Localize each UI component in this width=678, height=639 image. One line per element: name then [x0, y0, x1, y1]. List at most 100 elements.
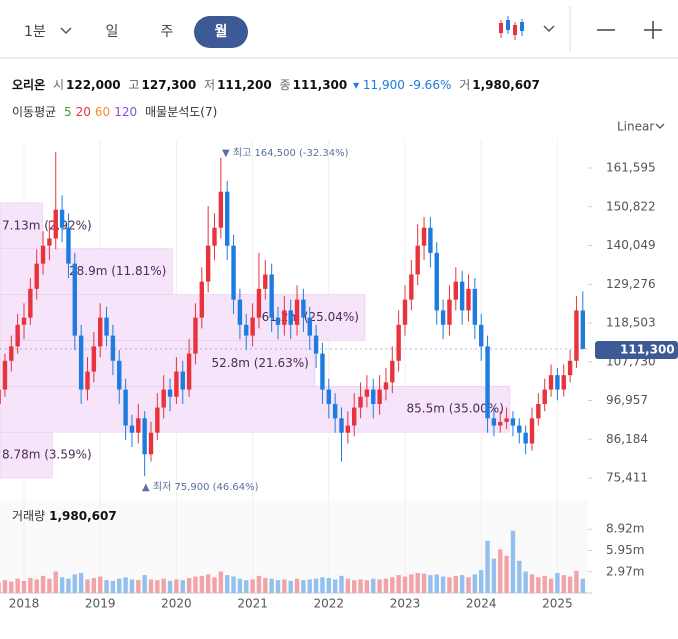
volume-bar	[256, 575, 262, 593]
candle-body	[231, 245, 236, 300]
volume-profile-label: 7.13m (2.92%)	[2, 218, 92, 232]
candle-body	[91, 346, 97, 372]
volume-bar	[167, 580, 173, 593]
candle-body	[415, 245, 420, 275]
active-tab[interactable]: 월	[215, 23, 228, 40]
y-tick-label: 86,184	[606, 432, 648, 446]
value: 1,980,607	[472, 78, 540, 92]
x-tick-label: 2018	[9, 597, 40, 611]
volume-bar	[186, 577, 192, 593]
volume-bar	[180, 580, 185, 593]
candle-body	[21, 317, 27, 325]
indicator-legend[interactable]: 이동평균 5 20 60 120 매물분석도(7)	[12, 105, 217, 119]
volume-bar	[567, 576, 573, 593]
volume-bar	[85, 579, 90, 593]
chevron[interactable]	[655, 123, 665, 129]
candle-body	[136, 418, 141, 433]
label: 종	[280, 78, 291, 92]
candle-body	[459, 281, 465, 311]
volume-bar	[282, 579, 287, 593]
y-tick-label: 8.92m	[606, 522, 644, 536]
candle-body	[256, 288, 262, 318]
volume-bar	[288, 580, 293, 593]
candle-body	[225, 191, 230, 246]
volume-bar	[485, 540, 490, 593]
volume-bar	[358, 579, 363, 593]
volume-bar	[504, 555, 509, 593]
volume-bar	[91, 577, 97, 593]
volume-bar	[301, 580, 306, 593]
candle-body	[117, 360, 122, 390]
volume-bar	[161, 578, 166, 593]
volume-bar	[428, 575, 433, 593]
candle-body	[167, 389, 173, 397]
label: 거래량	[12, 509, 45, 523]
change: ▾ 11,900	[353, 78, 405, 92]
volume-bar	[0, 582, 1, 593]
tab[interactable]: 1분	[24, 24, 46, 40]
volume-bar	[21, 580, 27, 593]
candle-body	[428, 227, 433, 253]
candle-body	[383, 382, 389, 390]
tab[interactable]: 주	[161, 24, 174, 40]
candle-body	[174, 371, 179, 397]
volume-bar	[390, 577, 395, 593]
volume-bar	[421, 573, 427, 593]
volume-bar	[72, 574, 77, 593]
volume-bar	[40, 575, 46, 593]
last-price: 111,300	[620, 343, 675, 357]
tab[interactable]: 일	[106, 24, 119, 40]
ma-period: 5	[64, 105, 72, 119]
low-annotation: ▲ 최저 75,900 (46.64%)	[142, 481, 259, 493]
volume-bar	[155, 580, 160, 593]
candle-body	[364, 389, 370, 397]
y-tick-label: 129,276	[606, 277, 656, 291]
volume-bar	[47, 578, 52, 593]
candle-body	[294, 299, 300, 325]
y-tick-label: 118,503	[606, 316, 656, 330]
y-tick-label: 5.95m	[606, 543, 644, 557]
candle-body	[510, 418, 516, 426]
x-tick-label: 2025	[542, 597, 573, 611]
high-annotation: ▼ 최고 164,500 (-32.34%)	[222, 147, 349, 159]
candle-body	[85, 371, 90, 390]
candle-body	[326, 389, 331, 404]
volume-bar	[174, 579, 179, 593]
volume-bar	[580, 578, 585, 593]
volume-bar	[148, 579, 154, 593]
volume-profile-label: 8.78m (3.59%)	[2, 448, 92, 462]
zoom-in[interactable]	[644, 21, 662, 39]
candle-body	[453, 281, 458, 300]
volume-bar	[53, 571, 58, 593]
candle-body	[40, 245, 46, 264]
stock-info: 오리온 시 122,000 고 127,300 저 111,200 종 111,300 …	[12, 77, 540, 92]
value: 122,000	[66, 78, 121, 92]
candle-body	[161, 389, 166, 408]
toolbar	[0, 0, 678, 58]
volume-bar	[415, 572, 420, 593]
candle-body	[307, 317, 312, 336]
candle-body	[555, 375, 560, 390]
chevron[interactable]	[60, 27, 72, 35]
volume-title: 거래량 1,980,607	[12, 509, 117, 523]
value: 1,980,607	[49, 509, 117, 523]
active-tab-pill[interactable]	[194, 16, 248, 48]
label: 저	[204, 78, 215, 92]
scale-mode[interactable]: Linear	[617, 120, 654, 134]
volume-bar	[529, 574, 535, 593]
y-tick-label: 150,822	[606, 199, 656, 213]
candle-body	[72, 263, 77, 336]
candle-body	[123, 389, 128, 426]
volume-bar	[459, 575, 465, 593]
chevron[interactable]	[543, 25, 555, 33]
volume-bar	[320, 577, 325, 593]
profile-label: 매물분석도(7)	[145, 105, 217, 119]
candle-body	[523, 432, 528, 444]
candle-body	[205, 245, 211, 282]
chart-type-icon[interactable]	[499, 16, 524, 40]
candle-body	[15, 324, 20, 347]
volume-bar	[193, 576, 198, 593]
volume-bar	[472, 574, 478, 593]
candle-body	[53, 209, 58, 239]
candle-body	[0, 389, 1, 404]
